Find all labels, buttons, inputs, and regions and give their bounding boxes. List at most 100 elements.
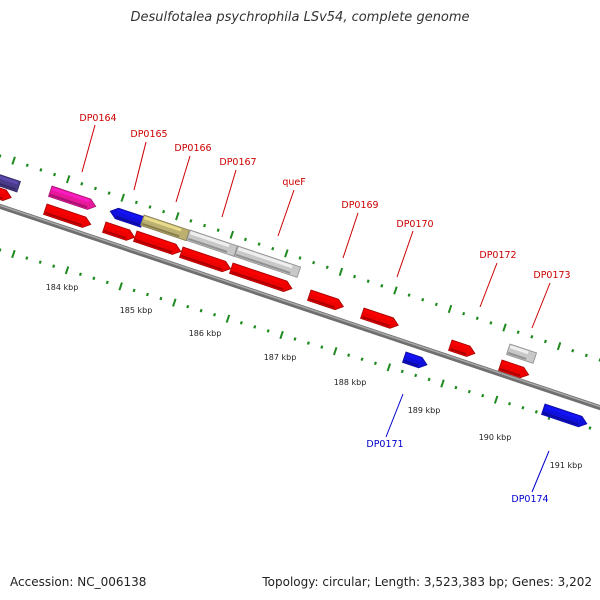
outer-tick [93,186,97,191]
outer-tick [53,172,57,177]
gene-arrow [497,359,530,379]
outer-tick [338,267,344,277]
scale-labels: 184 kbp 185 kbp 186 kbp 187 kbp 188 kbp 189 k… [46,283,583,470]
outer-tick [543,339,547,344]
gene-arrow [359,307,399,329]
outer-tick [584,353,588,358]
gene-arrow [139,214,191,242]
gene-label: DP0171 [366,439,403,450]
inner-tick [481,393,485,398]
outer-tick [203,223,207,228]
inner-tick [186,304,190,309]
gene-arrow [447,339,476,357]
inner-tick [440,379,445,388]
scale-label: 184 kbp [46,283,79,292]
outer-tick [216,228,220,232]
inner-tick [534,410,538,414]
gene-arrow [47,185,97,210]
gene-label: DP0174 [511,494,548,505]
inner-tick [25,256,29,260]
inner-tick [373,361,377,366]
outer-tick [407,293,411,297]
gene-label: DP0173 [533,270,570,281]
genome-summary-text: Topology: circular; Length: 3,523,383 bp… [262,575,592,589]
inner-tick [293,337,297,341]
scale-label: 185 kbp [120,306,153,315]
gene-label: DP0164 [79,113,116,124]
label-callout-line [531,450,550,493]
inner-tick [172,298,177,307]
outer-tick [134,200,138,205]
inner-tick [213,312,217,317]
outer-tick [175,212,180,221]
outer-tick [107,191,111,195]
outer-tick [489,321,493,325]
inner-tick [253,325,257,329]
outer-tick [434,302,438,307]
gene-arrow [109,207,145,228]
label-callout-line [133,141,147,191]
gene-arrow [228,262,293,292]
inner-tick [78,272,82,277]
outer-tick [298,256,302,260]
gene-arrow [540,403,588,428]
inner-tick [145,292,150,297]
label-callouts [81,124,551,493]
outer-tick-ring [0,154,600,362]
outer-tick [271,246,275,251]
gene-label: queF [282,177,305,188]
outer-tick [556,341,562,351]
scale-label: 186 kbp [189,329,222,338]
gene-arrow [101,221,136,241]
gene-label: DP0170 [396,219,433,230]
inner-tick [92,276,96,281]
inner-tick [427,377,431,382]
gene-arrow [306,289,345,311]
inner-tick [38,260,42,264]
accession-text: Accession: NC_006138 [10,575,147,589]
outer-tick [312,260,316,265]
outer-tick [229,230,235,239]
inner-tick [11,249,16,259]
inner-tick [105,280,109,285]
inner-tick [266,329,270,333]
outer-tick [284,249,289,258]
inner-tick [279,330,284,340]
inner-tick [52,264,56,268]
gene-arrow [505,343,538,364]
outer-tick [325,265,329,270]
label-callout-line [479,262,498,308]
inner-tick [508,401,512,406]
outer-tick [571,348,575,353]
outer-tick [80,182,84,186]
label-callout-line [396,230,414,278]
label-callout-line [175,155,191,203]
inner-tick [493,395,499,404]
inner-tick [159,296,163,301]
scale-label: 189 kbp [408,406,441,415]
outer-tick [148,205,152,209]
inner-tick [521,405,525,410]
outer-tick [530,335,534,339]
outer-tick [25,163,29,168]
inner-tick [64,266,70,275]
scale-label: 188 kbp [334,378,367,387]
gene-label: DP0165 [130,129,167,140]
outer-tick [502,323,507,332]
label-callout-line [342,212,359,259]
gene-arrow [0,185,12,201]
inner-tick [199,308,203,313]
inner-tick [332,347,338,356]
outer-tick [65,175,71,184]
gene-features [0,173,588,428]
inner-tick [132,288,136,293]
outer-tick [189,219,193,223]
gene-labels: DP0164 DP0165 DP0166 DP0167 queF DP0169 DP0170… [79,113,570,505]
label-callout-line [221,169,237,218]
outer-tick [39,168,43,172]
outer-tick [366,279,370,283]
inner-tick [386,363,392,372]
gene-label: DP0166 [174,143,211,154]
inner-tick [347,353,351,357]
label-callout-line [385,393,404,438]
